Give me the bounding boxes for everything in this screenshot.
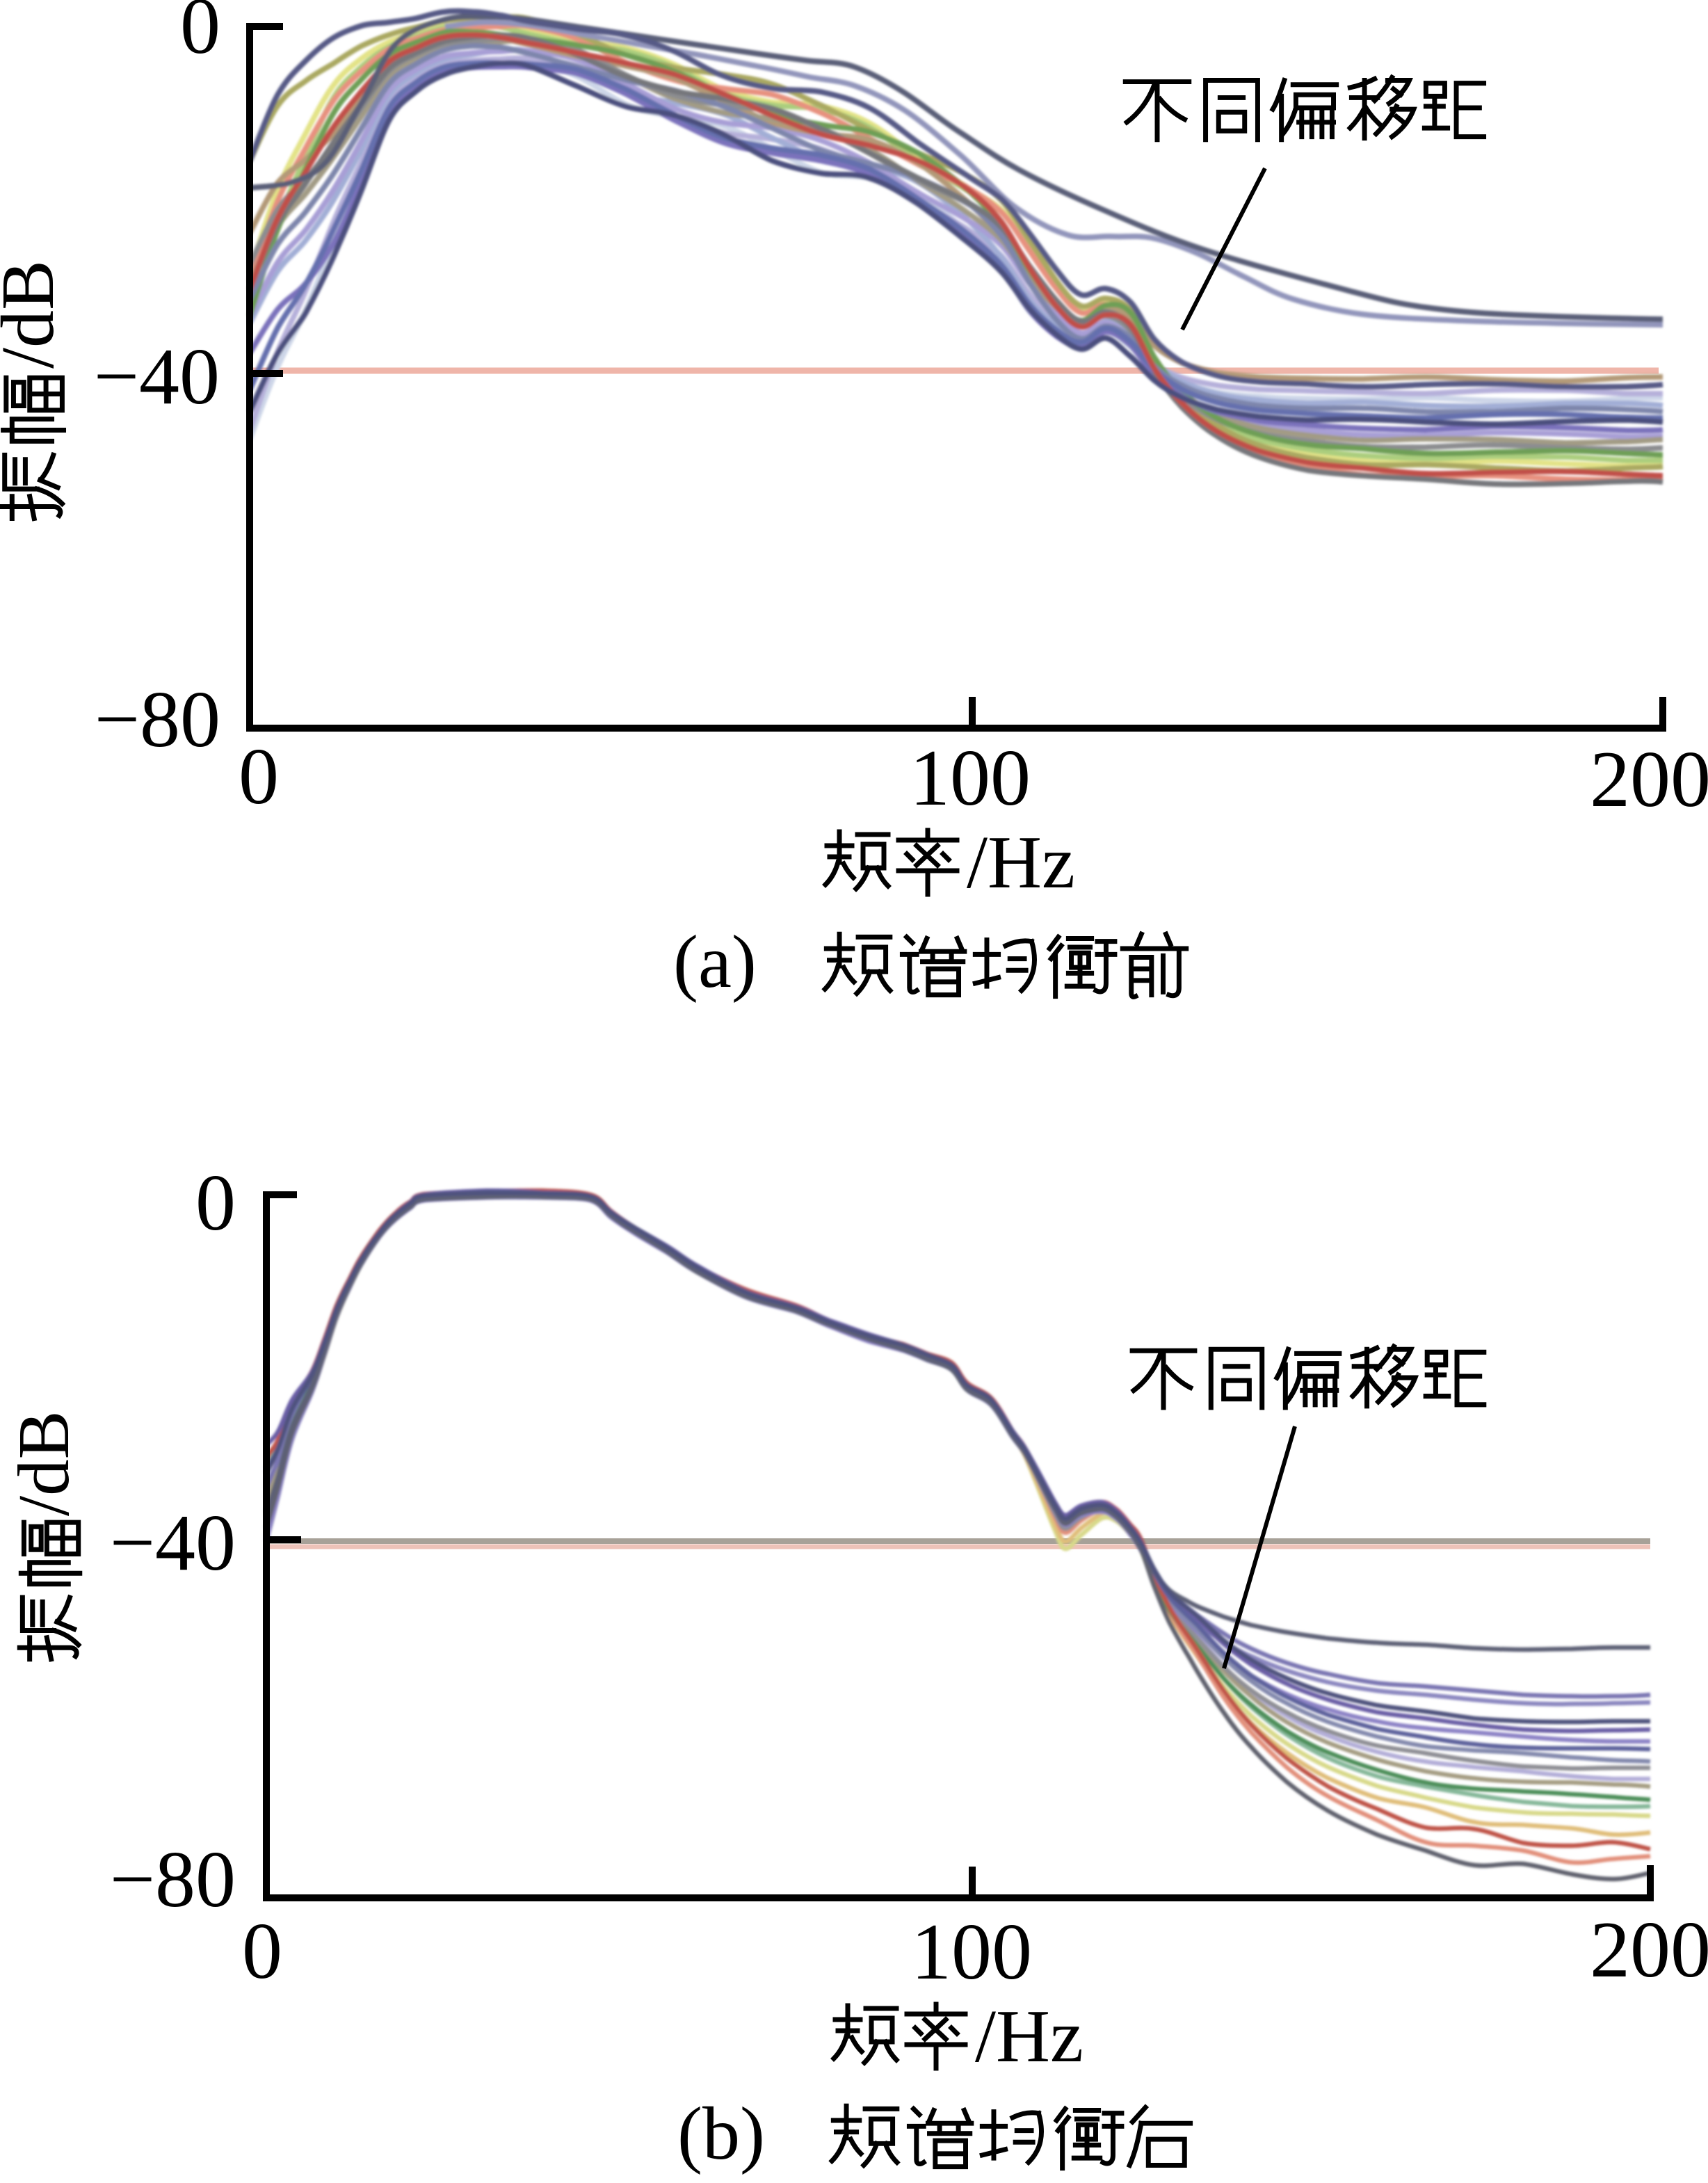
svg-text:−80: −80 xyxy=(95,675,220,764)
svg-text:200: 200 xyxy=(1590,1906,1708,1995)
svg-text:/Hz: /Hz xyxy=(967,821,1075,904)
svg-text:200: 200 xyxy=(1590,735,1708,824)
svg-text:100: 100 xyxy=(910,734,1031,823)
svg-text:0: 0 xyxy=(195,1159,236,1248)
svg-text:/Hz: /Hz xyxy=(975,1995,1083,2078)
svg-text:/dB: /dB xyxy=(3,1410,84,1516)
svg-text:/dB: /dB xyxy=(0,260,70,369)
svg-text:0: 0 xyxy=(180,0,220,71)
svg-text:−40: −40 xyxy=(94,332,220,421)
svg-text:(a): (a) xyxy=(673,921,757,1004)
svg-text:0: 0 xyxy=(239,732,279,821)
svg-text:100: 100 xyxy=(911,1908,1032,1997)
svg-text:0: 0 xyxy=(242,1907,282,1996)
svg-text:−80: −80 xyxy=(110,1835,236,1924)
svg-text:−40: −40 xyxy=(110,1499,236,1588)
svg-text:(b): (b) xyxy=(677,2093,765,2175)
